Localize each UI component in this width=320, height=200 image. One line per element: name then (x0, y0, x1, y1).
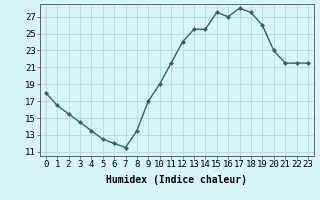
X-axis label: Humidex (Indice chaleur): Humidex (Indice chaleur) (106, 175, 247, 185)
